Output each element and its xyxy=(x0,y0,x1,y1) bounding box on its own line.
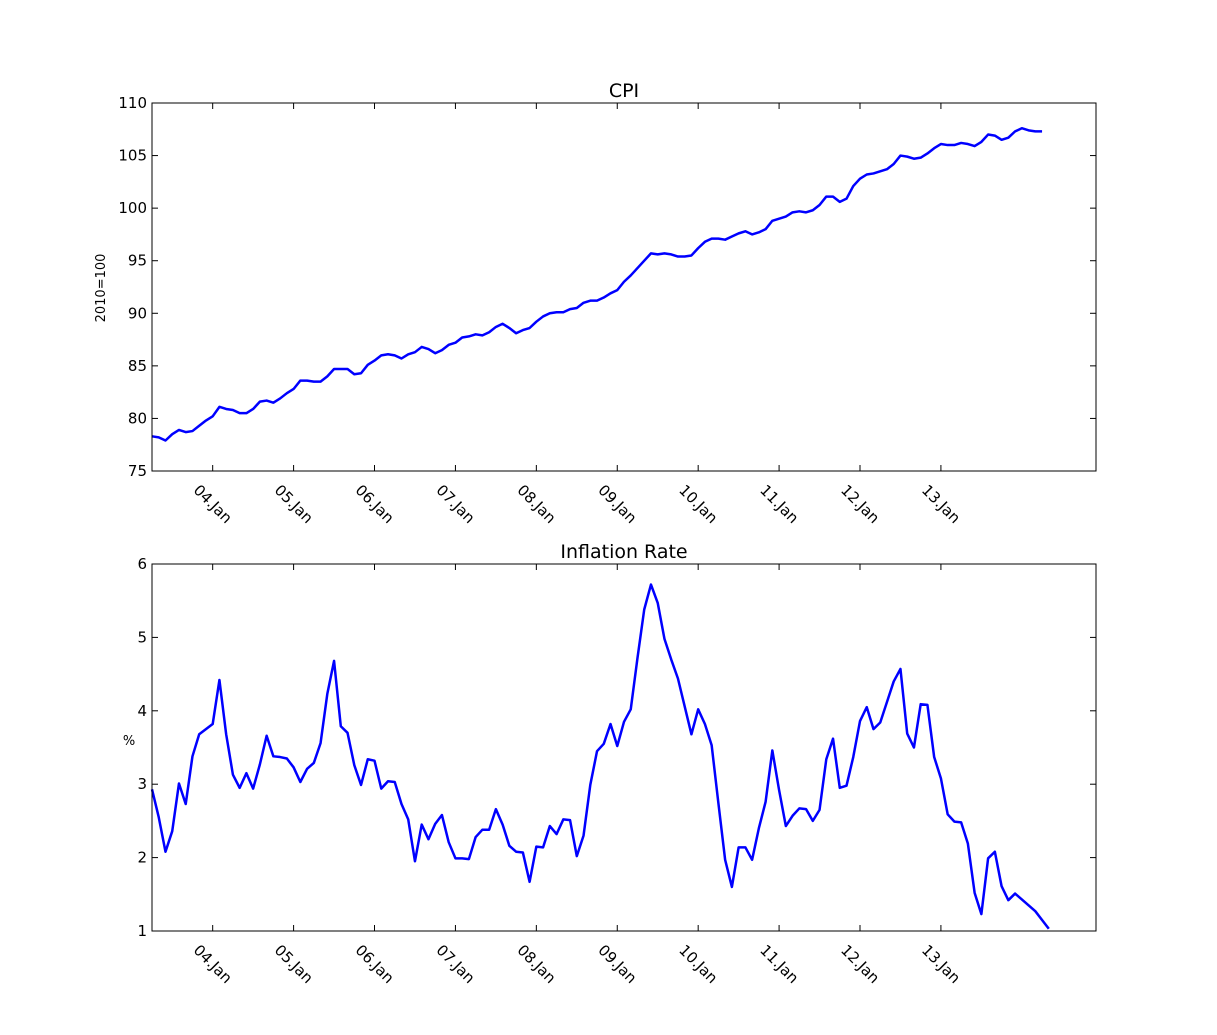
inflation-y-axis-label: % xyxy=(123,734,135,749)
cpi-y-tick-label: 100 xyxy=(118,199,147,217)
inflation-series-line xyxy=(150,583,1050,930)
inflation-y-tick-label: 2 xyxy=(137,849,147,867)
inflation-plot-area xyxy=(150,583,1050,930)
inflation-chart-title: Inflation Rate xyxy=(560,541,687,563)
inflation-y-tick-label: 1 xyxy=(137,922,147,940)
cpi-y-tick-label: 85 xyxy=(128,357,147,375)
cpi-axes-frame xyxy=(151,102,1097,472)
cpi-y-axis-label: 2010=100 xyxy=(94,254,109,323)
cpi-plot-area xyxy=(151,126,1043,442)
cpi-y-tick-label: 95 xyxy=(128,252,147,270)
cpi-chart-title: CPI xyxy=(609,80,639,102)
cpi-y-tick-label: 110 xyxy=(118,94,147,112)
inflation-y-tick-label: 6 xyxy=(137,555,147,573)
cpi-series-line xyxy=(151,126,1043,442)
cpi-y-tick-label: 75 xyxy=(128,462,147,480)
inflation-y-tick-label: 3 xyxy=(137,775,147,793)
inflation-y-tick-label: 4 xyxy=(137,702,147,720)
inflation-axes-frame xyxy=(151,563,1097,932)
inflation-y-tick-label: 5 xyxy=(137,628,147,646)
cpi-y-tick-label: 105 xyxy=(118,147,147,165)
cpi-y-tick-label: 80 xyxy=(128,409,147,427)
cpi-y-tick-label: 90 xyxy=(128,304,147,322)
